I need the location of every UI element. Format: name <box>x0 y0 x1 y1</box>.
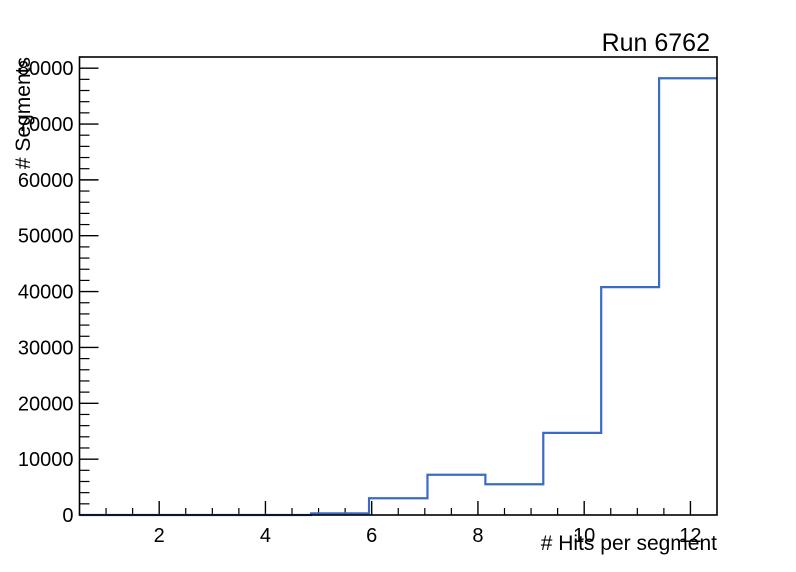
y-tick-label: 0 <box>62 505 73 527</box>
y-tick-label: 10000 <box>18 449 74 471</box>
x-tick-label: 12 <box>679 525 701 547</box>
histogram-line <box>79 77 717 517</box>
chart-title: Run 6762 <box>602 29 710 57</box>
x-tick-label: 8 <box>472 525 483 547</box>
x-tick-label: 2 <box>154 525 165 547</box>
y-tick-label: 70000 <box>18 114 74 136</box>
y-axis-title: # Segments <box>12 57 35 169</box>
y-tick-label: 20000 <box>18 393 74 415</box>
y-tick-label: 30000 <box>18 337 74 359</box>
y-tick-label: 40000 <box>18 282 74 304</box>
y-tick-label: 50000 <box>18 226 74 248</box>
y-tick-label: 80000 <box>18 58 74 80</box>
x-tick-label: 4 <box>260 525 271 547</box>
axis-ticks <box>79 67 692 516</box>
x-tick-label: 6 <box>366 525 377 547</box>
plot-frame <box>78 56 718 516</box>
y-tick-label: 60000 <box>18 170 74 192</box>
x-tick-label: 10 <box>573 525 595 547</box>
axis-tick-labels: 2 4 6 8 10 12 0 10000 20000 30000 40000 50000 60000 7… <box>18 58 702 547</box>
x-axis-title: # Hits per segment <box>541 532 717 555</box>
